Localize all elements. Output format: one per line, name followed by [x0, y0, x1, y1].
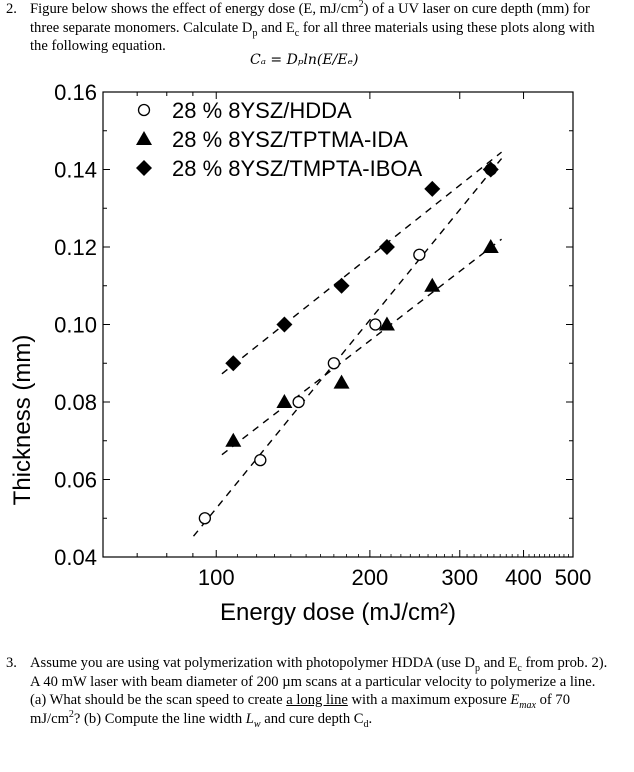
problem-3-text-a: Assume you are using vat polymerization … — [30, 655, 476, 671]
problem-3-sup: 2 — [68, 708, 74, 720]
x-tick-label: 300 — [441, 565, 478, 590]
legend-marker-open-circle — [137, 103, 151, 117]
legend-marker-filled-triangle — [136, 131, 152, 145]
cure-depth-chart: 0.04 0.06 0.08 0.10 0.12 0.14 0.16 100 200 300 40… — [9, 80, 592, 626]
data-point-open-circle — [292, 395, 305, 409]
y-axis-ticks: 0.04 0.06 0.08 0.10 0.12 0.14 0.16 — [54, 80, 573, 570]
data-point-filled-triangle — [424, 277, 441, 292]
problem-3-lw: L — [245, 710, 254, 727]
problem-2-number: 2. — [6, 1, 17, 17]
legend: 28 % 8YSZ/HDDA 28 % 8YSZ/TPTMA-IDA 28 % 8Y… — [136, 98, 423, 181]
problem-3-emax-sub: max — [519, 699, 536, 711]
problem-3-sub-p: p — [475, 662, 481, 674]
problem-3-cd-sub: d — [363, 718, 369, 730]
problem-3-sub-c: c — [517, 662, 522, 674]
problem-2-text: Figure below shows the effect of energy … — [30, 0, 615, 56]
y-tick-label: 0.10 — [54, 313, 97, 338]
data-point-filled-triangle — [482, 239, 499, 253]
data-point-open-circle — [369, 318, 382, 331]
data-point-open-circle — [413, 248, 426, 261]
legend-label: 28 % 8YSZ/TMPTA-IBOA — [172, 156, 423, 181]
problem-2-sup: 2 — [358, 0, 364, 11]
problem-3-text-c: from prob. 2). A 40 mW laser with beam d… — [30, 655, 608, 708]
fit-line — [192, 158, 503, 537]
fit-lines — [192, 151, 503, 537]
problem-3-emax: E — [510, 692, 520, 708]
data-point-filled-triangle — [225, 432, 242, 447]
legend-marker-filled-diamond — [136, 160, 152, 176]
data-points — [198, 161, 499, 525]
problem-3-text-f: ? (b) Compute the line width — [73, 710, 246, 727]
y-axis-label: Thickness (mm) — [9, 335, 36, 506]
problem-2-text-b: ) of a UV laser on cure depth (mm) for t… — [30, 1, 590, 36]
y-tick-label: 0.16 — [54, 80, 97, 105]
data-point-filled-triangle — [333, 374, 350, 389]
problem-3-number: 3. — [6, 655, 17, 671]
x-tick-label: 200 — [352, 565, 389, 590]
data-point-filled-diamond — [276, 316, 293, 333]
y-tick-label: 0.08 — [54, 390, 97, 415]
problem-3-lw-sub: w — [253, 718, 261, 730]
legend-label: 28 % 8YSZ/TPTMA-IDA — [172, 127, 408, 152]
problem-3-underlined: a long line — [286, 692, 348, 708]
data-point-filled-diamond — [378, 239, 395, 255]
x-tick-label: 100 — [198, 565, 235, 590]
legend-label: 28 % 8YSZ/HDDA — [172, 98, 352, 123]
data-point-filled-diamond — [333, 277, 350, 294]
data-point-filled-triangle — [276, 394, 293, 408]
data-point-filled-diamond — [482, 161, 499, 178]
problem-3-text-b: and E — [480, 655, 518, 671]
x-axis-label: Energy dose (mJ/cm²) — [220, 599, 456, 626]
y-tick-label: 0.12 — [54, 235, 97, 260]
data-point-open-circle — [198, 512, 212, 525]
data-point-filled-diamond — [225, 355, 242, 372]
fit-line — [221, 151, 502, 375]
y-tick-label: 0.14 — [54, 158, 97, 183]
problem-2-text-d: for all three materials using these plot… — [30, 19, 595, 55]
problem-3-text-d: with a maximum exposure — [347, 692, 511, 708]
fit-line — [221, 238, 502, 456]
x-tick-label: 500 — [555, 565, 592, 590]
problem-3-text-h: . — [368, 710, 373, 727]
x-tick-label: 400 — [505, 565, 542, 590]
problem-3-text: Assume you are using vat polymerization … — [30, 654, 615, 730]
data-point-open-circle — [254, 453, 267, 467]
problem-2-text-c: and E — [257, 19, 295, 36]
problem-2-text-a: Figure below shows the effect of energy … — [30, 1, 359, 17]
x-axis-ticks: 100 200 300 400 500 — [102, 92, 592, 590]
data-point-filled-triangle — [378, 316, 395, 331]
y-tick-label: 0.04 — [54, 545, 97, 570]
problem-3-text-g: and cure depth C — [260, 710, 364, 727]
problem-2-sub-c: c — [294, 27, 300, 39]
data-point-open-circle — [327, 357, 341, 370]
data-point-filled-diamond — [424, 180, 441, 197]
cure-depth-equation: Cₐ = Dₚln(E/Eₑ) — [250, 52, 359, 68]
y-tick-label: 0.06 — [54, 468, 97, 493]
problem-2-sub-p: p — [252, 27, 258, 39]
problem-3-text-e: of 70 mJ/cm — [30, 692, 571, 727]
